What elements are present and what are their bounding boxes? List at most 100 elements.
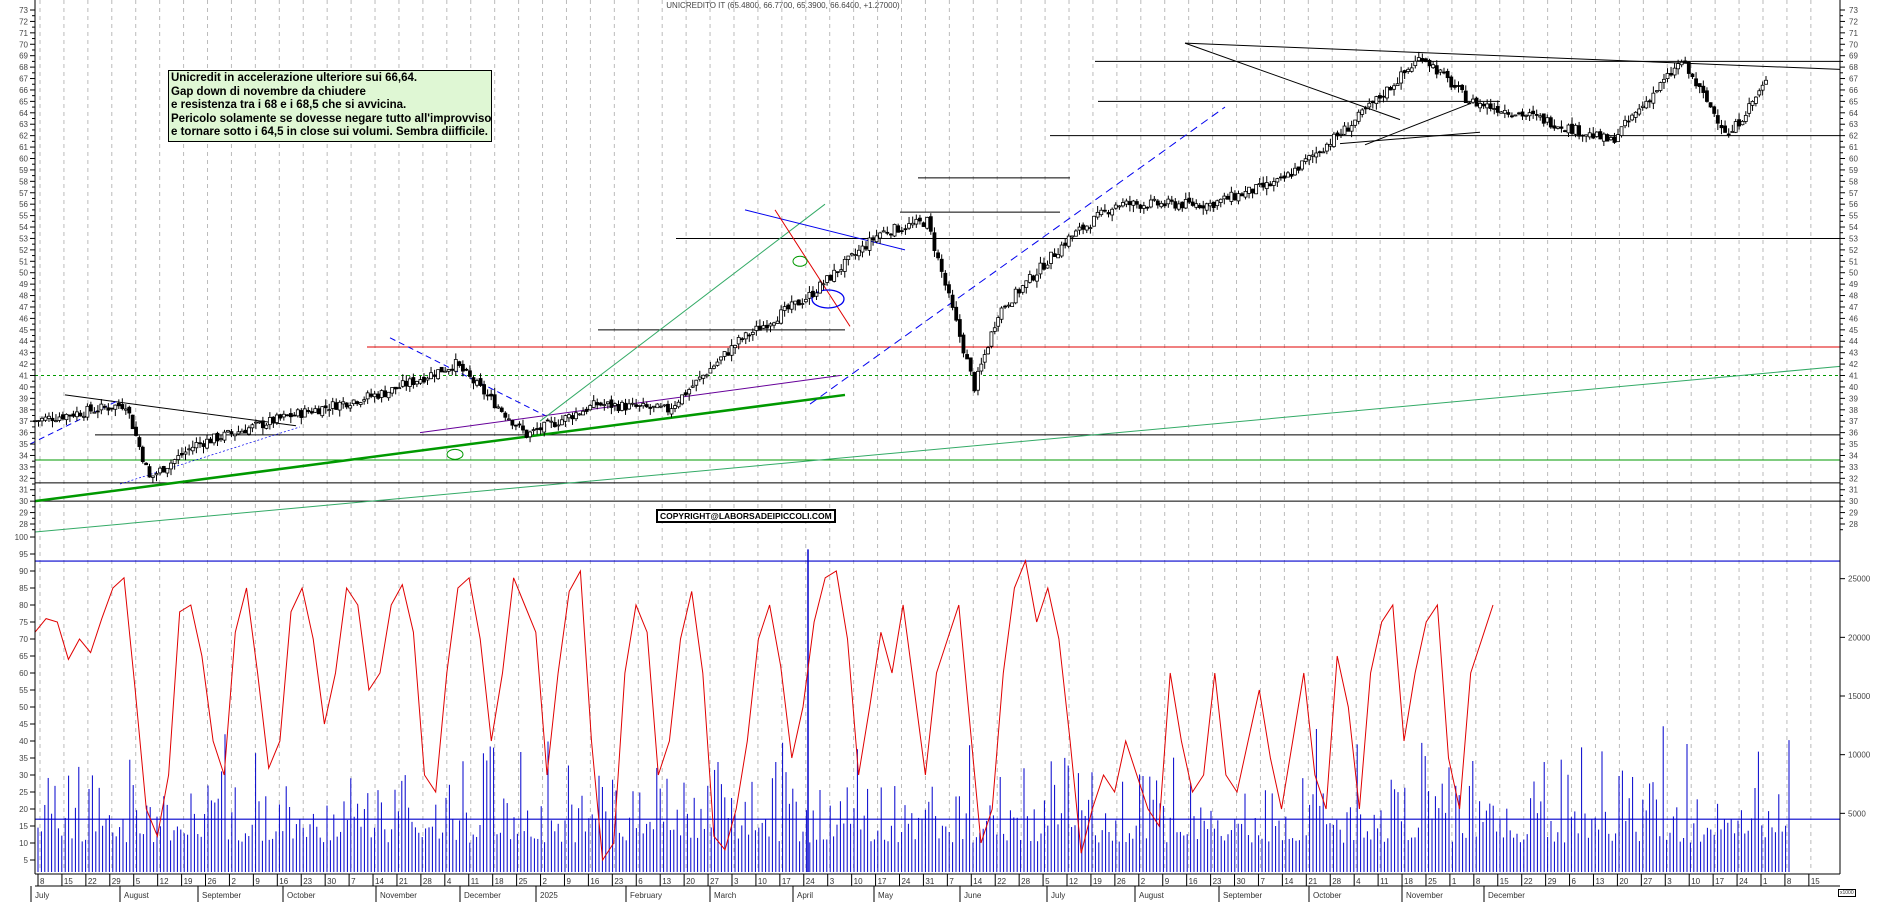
svg-text:63: 63: [19, 120, 28, 129]
svg-text:17: 17: [1715, 877, 1724, 886]
svg-text:3: 3: [830, 877, 835, 886]
svg-text:64: 64: [19, 109, 28, 118]
svg-text:10: 10: [1691, 877, 1700, 886]
svg-text:55: 55: [19, 686, 28, 695]
svg-text:41: 41: [19, 372, 28, 381]
svg-text:59: 59: [1849, 166, 1858, 175]
svg-text:39: 39: [19, 394, 28, 403]
svg-text:50: 50: [19, 703, 28, 712]
svg-text:14: 14: [973, 877, 982, 886]
svg-text:43: 43: [1849, 349, 1858, 358]
svg-text:73: 73: [19, 6, 28, 15]
svg-text:49: 49: [19, 280, 28, 289]
svg-text:December: December: [1488, 891, 1525, 900]
svg-text:3: 3: [1667, 877, 1672, 886]
svg-text:9: 9: [255, 877, 260, 886]
svg-text:28: 28: [19, 520, 28, 529]
svg-text:11: 11: [471, 877, 480, 886]
svg-text:68: 68: [1849, 63, 1858, 72]
svg-text:64: 64: [1849, 109, 1858, 118]
svg-text:34: 34: [1849, 451, 1858, 460]
svg-text:70: 70: [1849, 40, 1858, 49]
svg-text:65: 65: [19, 97, 28, 106]
svg-text:24: 24: [1739, 877, 1748, 886]
svg-text:48: 48: [19, 292, 28, 301]
svg-text:20: 20: [1619, 877, 1628, 886]
chart-title: UNICREDITO IT (65.4800, 66.7700, 65.3900…: [666, 1, 900, 10]
svg-text:58: 58: [1849, 177, 1858, 186]
svg-text:21: 21: [1308, 877, 1317, 886]
svg-text:25000: 25000: [1848, 575, 1871, 584]
svg-text:56: 56: [19, 200, 28, 209]
svg-text:100: 100: [15, 533, 29, 542]
svg-text:47: 47: [19, 303, 28, 312]
svg-text:12: 12: [160, 877, 169, 886]
svg-text:48: 48: [1849, 292, 1858, 301]
svg-text:2: 2: [1141, 877, 1146, 886]
svg-text:8: 8: [1787, 877, 1792, 886]
svg-text:65: 65: [19, 652, 28, 661]
svg-text:10: 10: [758, 877, 767, 886]
svg-text:72: 72: [19, 17, 28, 26]
svg-text:26: 26: [208, 877, 217, 886]
svg-text:September: September: [202, 891, 241, 900]
svg-text:35: 35: [19, 754, 28, 763]
svg-text:4: 4: [447, 877, 452, 886]
svg-text:73: 73: [1849, 6, 1858, 15]
svg-text:August: August: [124, 891, 150, 900]
svg-text:20000: 20000: [1848, 633, 1871, 642]
svg-text:36: 36: [1849, 429, 1858, 438]
svg-text:3: 3: [734, 877, 739, 886]
svg-text:15: 15: [1811, 877, 1820, 886]
svg-text:October: October: [1313, 891, 1342, 900]
svg-text:80: 80: [19, 601, 28, 610]
svg-text:62: 62: [1849, 132, 1858, 141]
svg-text:66: 66: [1849, 86, 1858, 95]
note-line: e tornare sotto i 64,5 in close sui volu…: [171, 126, 488, 138]
svg-text:38: 38: [1849, 406, 1858, 415]
svg-text:44: 44: [19, 337, 28, 346]
svg-text:42: 42: [1849, 360, 1858, 369]
svg-text:16: 16: [1189, 877, 1198, 886]
svg-text:July: July: [1051, 891, 1065, 900]
svg-text:56: 56: [1849, 200, 1858, 209]
svg-text:41: 41: [1849, 372, 1858, 381]
svg-text:10: 10: [19, 839, 28, 848]
svg-text:51: 51: [1849, 257, 1858, 266]
svg-text:69: 69: [1849, 52, 1858, 61]
svg-text:59: 59: [19, 166, 28, 175]
svg-text:62: 62: [19, 132, 28, 141]
svg-text:47: 47: [1849, 303, 1858, 312]
svg-text:45: 45: [1849, 326, 1858, 335]
svg-text:7: 7: [949, 877, 954, 886]
svg-text:52: 52: [19, 246, 28, 255]
svg-text:72: 72: [1849, 17, 1858, 26]
svg-text:53: 53: [1849, 234, 1858, 243]
svg-text:68: 68: [19, 63, 28, 72]
svg-text:7: 7: [1260, 877, 1265, 886]
svg-text:60: 60: [1849, 154, 1858, 163]
svg-text:24: 24: [806, 877, 815, 886]
svg-text:27: 27: [1643, 877, 1652, 886]
svg-text:61: 61: [1849, 143, 1858, 152]
svg-text:28: 28: [1021, 877, 1030, 886]
svg-text:22: 22: [1524, 877, 1533, 886]
svg-text:54: 54: [1849, 223, 1858, 232]
svg-text:34: 34: [19, 451, 28, 460]
svg-text:75: 75: [19, 618, 28, 627]
svg-text:June: June: [964, 891, 982, 900]
svg-text:37: 37: [1849, 417, 1858, 426]
svg-text:35: 35: [1849, 440, 1858, 449]
svg-text:10000: 10000: [1848, 751, 1871, 760]
note-line: Gap down di novembre da chiudere: [171, 85, 366, 98]
svg-text:May: May: [878, 891, 893, 900]
svg-text:15: 15: [1500, 877, 1509, 886]
svg-text:70: 70: [19, 635, 28, 644]
svg-text:69: 69: [19, 52, 28, 61]
svg-text:29: 29: [1849, 509, 1858, 518]
svg-text:45: 45: [19, 720, 28, 729]
svg-text:60: 60: [19, 669, 28, 678]
svg-text:31: 31: [19, 486, 28, 495]
svg-text:95: 95: [19, 550, 28, 559]
